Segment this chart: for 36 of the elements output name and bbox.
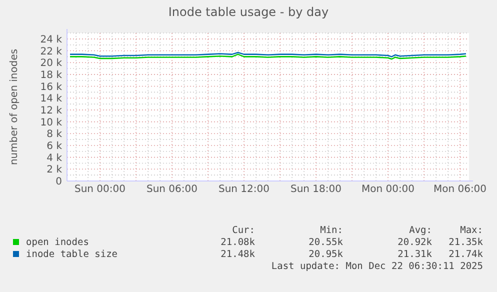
text: 21.35k (448, 237, 484, 248)
y-tick-label: 0 (56, 176, 62, 188)
y-tick-label: 2 k (46, 164, 62, 176)
y-tick-label: 14 k (40, 94, 62, 105)
x-tick-label: Sun 06:00 (146, 184, 198, 195)
chart-title: Inode table usage - by day (168, 5, 329, 19)
y-tick-label: 10 k (40, 117, 62, 128)
text: Min: (320, 225, 343, 236)
text: 21.31k (398, 249, 432, 260)
y-tick-label: 24 k (40, 34, 62, 46)
x-tick-label: Sun 00:00 (74, 184, 126, 195)
text: Max: (460, 225, 483, 236)
y-tick-label: 6 k (46, 140, 62, 152)
x-tick-label: Sun 12:00 (218, 184, 270, 195)
y-tick-label: 8 k (46, 129, 62, 140)
text: 20.95k (308, 249, 344, 260)
legend-label: open inodes (26, 237, 89, 248)
text: Cur: (232, 225, 255, 236)
text: 21.74k (448, 249, 484, 260)
y-tick-label: 20 k (40, 58, 62, 70)
legend-label: inode table size (26, 249, 118, 260)
y-tick-label: 12 k (40, 105, 62, 116)
x-tick-label: Mon 00:00 (361, 184, 415, 195)
y-tick-label: 22 k (40, 46, 62, 58)
y-tick-label: 4 k (46, 152, 62, 164)
x-tick-label: Sun 18:00 (290, 184, 342, 195)
y-axis-title: number of open inodes (9, 48, 20, 166)
text: Last update: Mon Dec 22 06:30:11 2025 (271, 261, 483, 272)
text: Avg: (409, 225, 432, 236)
x-tick-label: Mon 06:00 (433, 184, 487, 195)
text: 21.08k (220, 237, 256, 248)
y-tick-label: 18 k (40, 70, 62, 81)
text: 20.55k (308, 237, 344, 248)
text: 20.92k (398, 237, 432, 248)
y-tick-label: 16 k (40, 82, 62, 93)
text: 21.48k (220, 249, 256, 260)
